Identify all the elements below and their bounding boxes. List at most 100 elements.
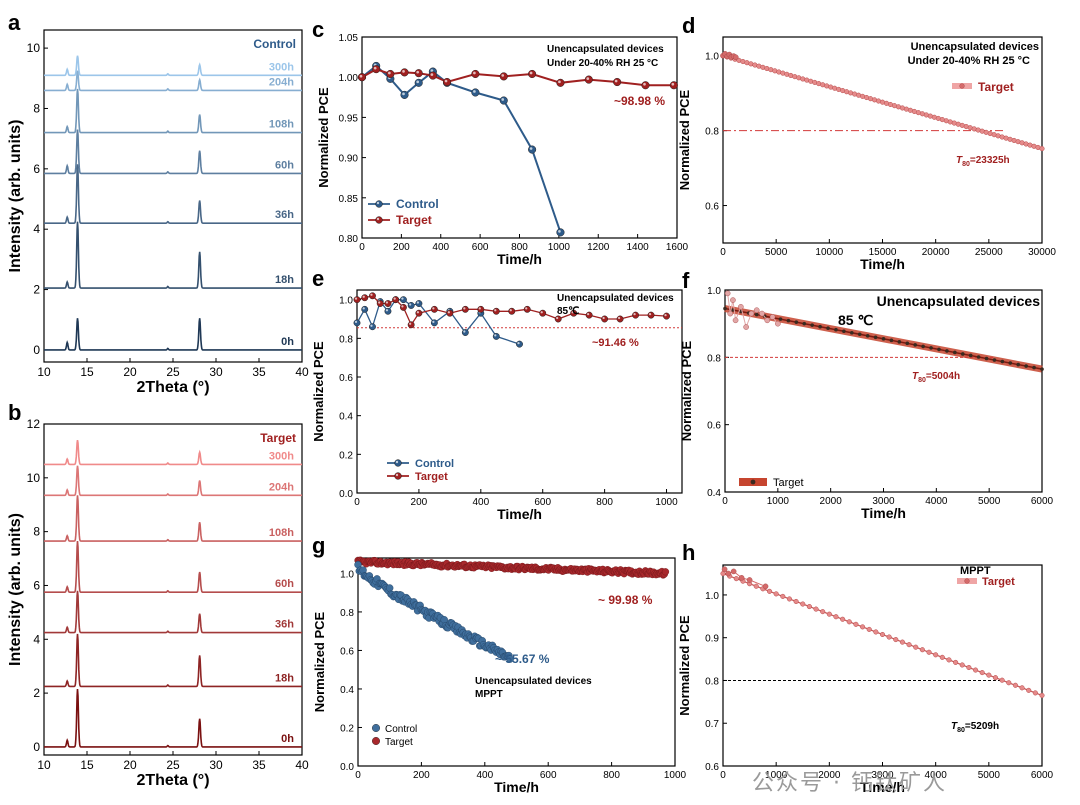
fit-marker: [1016, 362, 1021, 367]
x-tick-label: 5000: [978, 496, 1001, 507]
fit-marker: [968, 353, 973, 358]
fit-marker: [921, 344, 925, 349]
fit-marker: [946, 657, 952, 663]
y-tick-label: 0.6: [705, 762, 719, 773]
marker-highlight: [444, 79, 448, 83]
fit-marker: [786, 318, 791, 323]
y-tick-label: 0.7: [705, 719, 719, 730]
x-tick-label: 35: [252, 365, 266, 379]
x-axis-label: Time/h: [860, 779, 905, 795]
y-tick-label: 0.9: [705, 634, 719, 645]
x-tick-label: 15: [80, 365, 94, 379]
series-label: 204h: [269, 76, 294, 88]
y-axis-label: Normalized PCE: [312, 611, 327, 712]
x-axis-label: Time/h: [494, 779, 539, 795]
data-point-target: [477, 305, 485, 313]
panel-label: d: [682, 13, 695, 38]
x-tick-label: 200: [411, 497, 428, 508]
y-tick-label: 0.0: [339, 489, 353, 500]
y-axis-label: Intensity (arb. units): [7, 513, 24, 666]
panel-g: 0 200 400 600 800 1000 0.0 0.2 0.4 0.6 0.8 1.0 Time/…: [312, 533, 687, 795]
y-tick-label: 12: [27, 417, 41, 431]
data-point-target: [443, 77, 452, 87]
fit-marker: [953, 659, 959, 665]
marker-highlight: [602, 316, 605, 320]
x-tick-label: 5000: [978, 770, 1001, 781]
marker-highlight: [385, 309, 389, 312]
fit-marker: [733, 576, 739, 582]
panel-f: 0 1000 2000 3000 4000 5000 6000 0.4 0.6 0.8 1.0 Tim…: [679, 268, 1054, 521]
series-line-108h: [44, 88, 302, 134]
fit-marker: [933, 652, 939, 658]
legend-marker: [959, 83, 965, 89]
marker-highlight: [509, 309, 512, 312]
y-tick-label: 0.6: [340, 646, 354, 657]
series-line-204h: [44, 465, 302, 497]
data-point-target: [661, 568, 670, 576]
measured-point: [746, 577, 753, 583]
marker-highlight: [416, 301, 420, 304]
legend-label: Target: [978, 80, 1014, 94]
y-tick-label: 0.90: [339, 154, 359, 165]
x-axis-label: Time/h: [860, 256, 905, 272]
data-point-control: [430, 319, 438, 327]
marker-highlight: [540, 311, 543, 314]
y-tick-label: 0.0: [340, 762, 354, 773]
marker-highlight: [558, 230, 561, 233]
x-tick-label: 800: [596, 497, 613, 508]
fit-marker: [879, 631, 886, 638]
fit-marker: [913, 343, 917, 347]
annotation: Under 20-40% RH 25 °C: [547, 58, 658, 69]
marker-highlight: [614, 79, 618, 83]
x-axis-label: Time/h: [497, 251, 542, 267]
fit-marker: [913, 644, 919, 650]
marker-highlight: [463, 330, 466, 333]
y-axis-label: Intensity (arb. units): [7, 120, 24, 273]
panel-a: 10 15 20 25 30 35 40 0 2 4 6 8 10 2Theta (°) Intensity…: [7, 10, 309, 396]
y-tick-label: 0.6: [339, 373, 353, 384]
marker-highlight: [370, 293, 373, 296]
data-point-control: [386, 584, 394, 592]
data-point-control: [361, 305, 369, 313]
marker-highlight: [378, 301, 381, 304]
axes-frame: [43, 423, 303, 756]
series-line-60h: [44, 541, 302, 593]
series-label: 300h: [269, 450, 294, 462]
data-point-target: [430, 305, 438, 313]
series-line-204h: [44, 70, 302, 92]
data-point-target: [428, 71, 437, 80]
x-tick-label: 30: [209, 758, 223, 772]
x-tick-label: 0: [722, 496, 728, 507]
fit-marker: [873, 335, 878, 340]
fit-marker: [1040, 367, 1044, 371]
annotation: Under 20-40% RH 25 °C: [908, 55, 1030, 67]
x-tick-label: 25: [166, 365, 180, 379]
marker-highlight: [402, 92, 405, 96]
data-point-target: [523, 305, 531, 313]
marker-highlight: [393, 297, 396, 300]
panel-label: f: [682, 268, 690, 293]
x-tick-label: 4000: [925, 770, 948, 781]
x-tick-label: 25: [166, 758, 180, 772]
x-tick-label: 1000: [655, 497, 678, 508]
series-label: 300h: [269, 61, 294, 73]
y-tick-label: 1.05: [339, 33, 359, 44]
data-point-target: [414, 69, 423, 78]
fit-marker: [999, 677, 1005, 683]
y-tick-label: 8: [33, 525, 40, 539]
measured-point: [759, 310, 765, 317]
legend-label: Target: [396, 213, 432, 227]
marker-highlight: [354, 297, 358, 300]
fit-marker: [939, 654, 945, 660]
measured-point: [727, 310, 734, 317]
y-tick-label: 1.0: [705, 591, 719, 602]
y-tick-label: 0.8: [705, 127, 719, 138]
x-axis-label: Time/h: [861, 505, 906, 521]
series-line-300h: [44, 439, 302, 466]
panel-c: 0 200 400 600 800 1000 1200 1400 1600 0.80 0.85 0.9…: [312, 17, 689, 267]
data-point-target: [585, 311, 593, 319]
legend-marker: [964, 578, 970, 584]
x-tick-label: 6000: [1031, 496, 1054, 507]
fit-marker: [723, 306, 727, 311]
fit-marker: [1026, 687, 1032, 693]
